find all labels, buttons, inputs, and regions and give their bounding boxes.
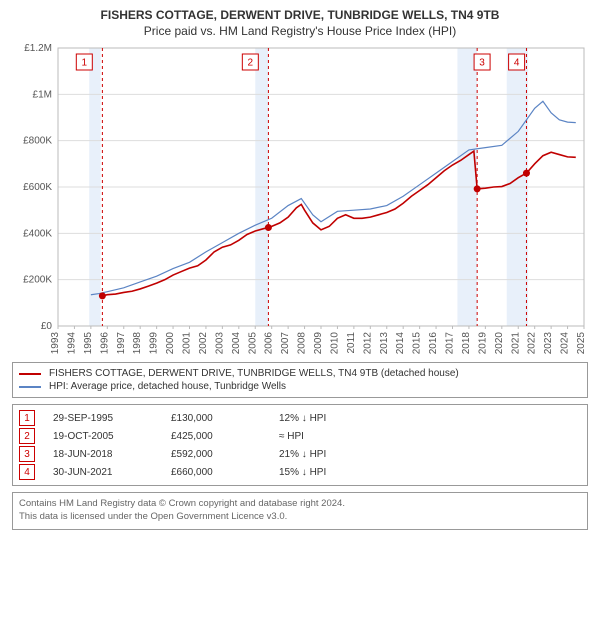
table-row: 1 29-SEP-1995 £130,000 12% ↓ HPI (19, 409, 581, 427)
legend-box: FISHERS COTTAGE, DERWENT DRIVE, TUNBRIDG… (12, 362, 588, 398)
footer-box: Contains HM Land Registry data © Crown c… (12, 492, 588, 530)
legend-row: FISHERS COTTAGE, DERWENT DRIVE, TUNBRIDG… (19, 367, 581, 380)
sale-compare: 15% ↓ HPI (279, 467, 399, 478)
svg-text:2007: 2007 (280, 332, 291, 355)
svg-text:2008: 2008 (297, 332, 308, 355)
table-row: 3 18-JUN-2018 £592,000 21% ↓ HPI (19, 445, 581, 463)
svg-text:2019: 2019 (477, 332, 488, 355)
svg-text:2018: 2018 (461, 332, 472, 355)
chart-subtitle: Price paid vs. HM Land Registry's House … (12, 24, 588, 38)
legend-swatch-red (19, 373, 41, 375)
sales-table: 1 29-SEP-1995 £130,000 12% ↓ HPI 2 19-OCT-200… (12, 404, 588, 486)
svg-text:2004: 2004 (231, 332, 242, 355)
sale-date: 18-JUN-2018 (53, 449, 153, 460)
svg-text:2009: 2009 (313, 332, 324, 355)
svg-text:2006: 2006 (264, 332, 275, 355)
chart-title: FISHERS COTTAGE, DERWENT DRIVE, TUNBRIDG… (12, 8, 588, 22)
marker-ref: 1 (19, 410, 35, 426)
price-chart: £0 £200K £400K £600K £800K £1M £1.2M 1993 1994 19… (12, 44, 588, 356)
table-row: 4 30-JUN-2021 £660,000 15% ↓ HPI (19, 463, 581, 481)
svg-text:2014: 2014 (395, 332, 406, 355)
svg-text:2001: 2001 (182, 332, 193, 355)
sale-price: £130,000 (171, 413, 261, 424)
svg-text:2010: 2010 (329, 332, 340, 355)
svg-text:2000: 2000 (165, 332, 176, 355)
footer-line: This data is licensed under the Open Gov… (19, 511, 581, 524)
svg-text:2025: 2025 (576, 332, 587, 355)
svg-text:2020: 2020 (494, 332, 505, 355)
marker-ref: 3 (19, 446, 35, 462)
svg-text:1999: 1999 (149, 332, 160, 355)
legend-label: HPI: Average price, detached house, Tunb… (49, 381, 286, 392)
svg-text:£1.2M: £1.2M (24, 44, 52, 54)
legend-label: FISHERS COTTAGE, DERWENT DRIVE, TUNBRIDG… (49, 368, 459, 379)
svg-text:1995: 1995 (83, 332, 94, 355)
sale-date: 29-SEP-1995 (53, 413, 153, 424)
legend-row: HPI: Average price, detached house, Tunb… (19, 380, 581, 393)
svg-text:2015: 2015 (412, 332, 423, 355)
sale-date: 19-OCT-2005 (53, 431, 153, 442)
table-row: 2 19-OCT-2005 £425,000 ≈ HPI (19, 427, 581, 445)
svg-text:1993: 1993 (50, 332, 61, 355)
sale-price: £660,000 (171, 467, 261, 478)
svg-text:2013: 2013 (379, 332, 390, 355)
legend-swatch-blue (19, 386, 41, 388)
svg-text:2016: 2016 (428, 332, 439, 355)
svg-text:2017: 2017 (445, 332, 456, 355)
sale-price: £425,000 (171, 431, 261, 442)
svg-text:2: 2 (248, 58, 254, 69)
svg-text:£400K: £400K (23, 228, 52, 239)
svg-text:2021: 2021 (510, 332, 521, 355)
svg-text:£1M: £1M (33, 89, 52, 100)
svg-text:4: 4 (514, 58, 520, 69)
sale-date: 30-JUN-2021 (53, 467, 153, 478)
svg-text:1994: 1994 (66, 332, 77, 355)
svg-text:2012: 2012 (362, 332, 373, 355)
marker-ref: 2 (19, 428, 35, 444)
svg-text:£800K: £800K (23, 136, 52, 147)
svg-text:2022: 2022 (527, 332, 538, 355)
svg-text:2002: 2002 (198, 332, 209, 355)
svg-text:1997: 1997 (116, 332, 127, 355)
sale-compare: 12% ↓ HPI (279, 413, 399, 424)
svg-text:1: 1 (82, 58, 88, 69)
svg-text:£600K: £600K (23, 182, 52, 193)
footer-line: Contains HM Land Registry data © Crown c… (19, 498, 581, 511)
svg-text:3: 3 (479, 58, 485, 69)
svg-text:2024: 2024 (560, 332, 571, 355)
svg-text:1998: 1998 (132, 332, 143, 355)
svg-text:1996: 1996 (99, 332, 110, 355)
svg-text:£0: £0 (41, 321, 53, 332)
sale-compare: ≈ HPI (279, 431, 399, 442)
svg-text:£200K: £200K (23, 275, 52, 286)
svg-text:2011: 2011 (346, 332, 357, 354)
svg-text:2003: 2003 (214, 332, 225, 355)
sale-price: £592,000 (171, 449, 261, 460)
svg-text:2005: 2005 (247, 332, 258, 355)
marker-ref: 4 (19, 464, 35, 480)
svg-text:2023: 2023 (543, 332, 554, 355)
sale-compare: 21% ↓ HPI (279, 449, 399, 460)
